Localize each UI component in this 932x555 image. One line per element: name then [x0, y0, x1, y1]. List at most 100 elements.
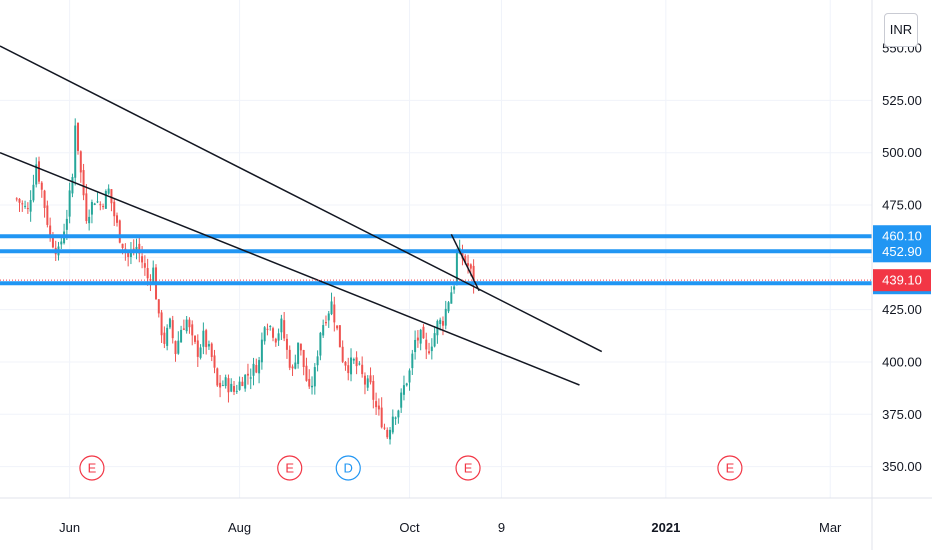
candle [428, 342, 431, 355]
candle [411, 349, 414, 375]
candle-body [447, 302, 450, 312]
candle [350, 348, 353, 382]
candle-body [171, 320, 174, 339]
candle-body [391, 416, 394, 433]
candle [425, 332, 428, 360]
earnings-marker[interactable]: E [717, 455, 743, 481]
candle [233, 380, 236, 396]
candle [60, 236, 63, 249]
candle [194, 335, 197, 345]
currency-badge[interactable]: INR [884, 13, 918, 47]
candle-body [249, 377, 252, 379]
candle-body [127, 251, 130, 257]
candle [305, 357, 308, 382]
candle [285, 334, 288, 359]
candle [263, 325, 266, 345]
candle-body [241, 381, 244, 387]
candle-body [146, 268, 149, 279]
candle-body [104, 191, 107, 209]
candle [391, 409, 394, 435]
candle [18, 198, 21, 212]
earnings-marker[interactable]: E [455, 455, 481, 481]
candle [244, 373, 247, 392]
candle-body [366, 378, 369, 388]
candle-body [344, 361, 347, 366]
candle-body [380, 407, 383, 428]
candle-body [157, 299, 160, 314]
candle [288, 345, 291, 371]
earnings-marker[interactable]: E [79, 455, 105, 481]
candle-body [408, 370, 411, 383]
candle [188, 317, 191, 334]
candle [341, 340, 344, 364]
candle [68, 182, 71, 224]
candle-body [210, 343, 213, 357]
candle-body [252, 363, 255, 376]
candle-body [433, 333, 436, 347]
candle [441, 316, 444, 336]
candle-body [18, 198, 21, 203]
candle-body [233, 386, 236, 392]
candle-body [221, 385, 224, 387]
price-tag: 452.90 [873, 240, 931, 263]
candle [366, 375, 369, 391]
candle-body [285, 338, 288, 350]
candle [394, 416, 397, 425]
candle-body [168, 318, 171, 328]
candle-body [51, 236, 54, 248]
candle-body [450, 292, 453, 304]
candle [338, 325, 341, 348]
candle [352, 357, 355, 364]
candle [40, 181, 43, 198]
candle [221, 380, 224, 387]
candle-body [46, 205, 49, 225]
candle [207, 340, 210, 350]
candle [372, 375, 375, 409]
candle-body [43, 190, 46, 208]
x-tick-label: 9 [498, 520, 505, 535]
candle-body [24, 205, 27, 207]
candle [43, 189, 46, 218]
candle-body [138, 243, 141, 254]
candle [330, 292, 333, 316]
candle [450, 286, 453, 304]
candle-body [405, 383, 408, 386]
y-tick-label: 375.00 [882, 407, 922, 422]
candle-body [160, 312, 163, 336]
candle-body [467, 263, 470, 266]
candle-body [230, 383, 233, 392]
candle-body [416, 337, 419, 341]
candle [252, 357, 255, 386]
candle-body [469, 264, 472, 269]
candle [277, 328, 280, 346]
candle-body [255, 365, 258, 373]
candle [177, 331, 180, 355]
candle [369, 367, 372, 385]
candle [397, 409, 400, 424]
candle [24, 200, 27, 209]
dividend-marker[interactable]: D [335, 455, 361, 481]
candle-body [280, 318, 283, 333]
candle-body [35, 164, 38, 185]
candle-body [358, 363, 361, 365]
candle-body [299, 343, 302, 351]
candle-body [26, 208, 29, 210]
candle [299, 343, 302, 356]
candle-body [319, 332, 322, 356]
candle-body [441, 320, 444, 326]
trend-line [450, 234, 480, 292]
candle-body [377, 405, 380, 410]
candle-body [444, 308, 447, 326]
candle [174, 340, 177, 362]
candle-body [258, 360, 261, 374]
candle [26, 202, 29, 214]
candle [168, 317, 171, 330]
candle-body [163, 332, 166, 344]
candle [272, 326, 275, 342]
candle-body [224, 377, 227, 387]
candle [302, 349, 305, 376]
candle [38, 156, 41, 185]
earnings-marker[interactable]: E [277, 455, 303, 481]
